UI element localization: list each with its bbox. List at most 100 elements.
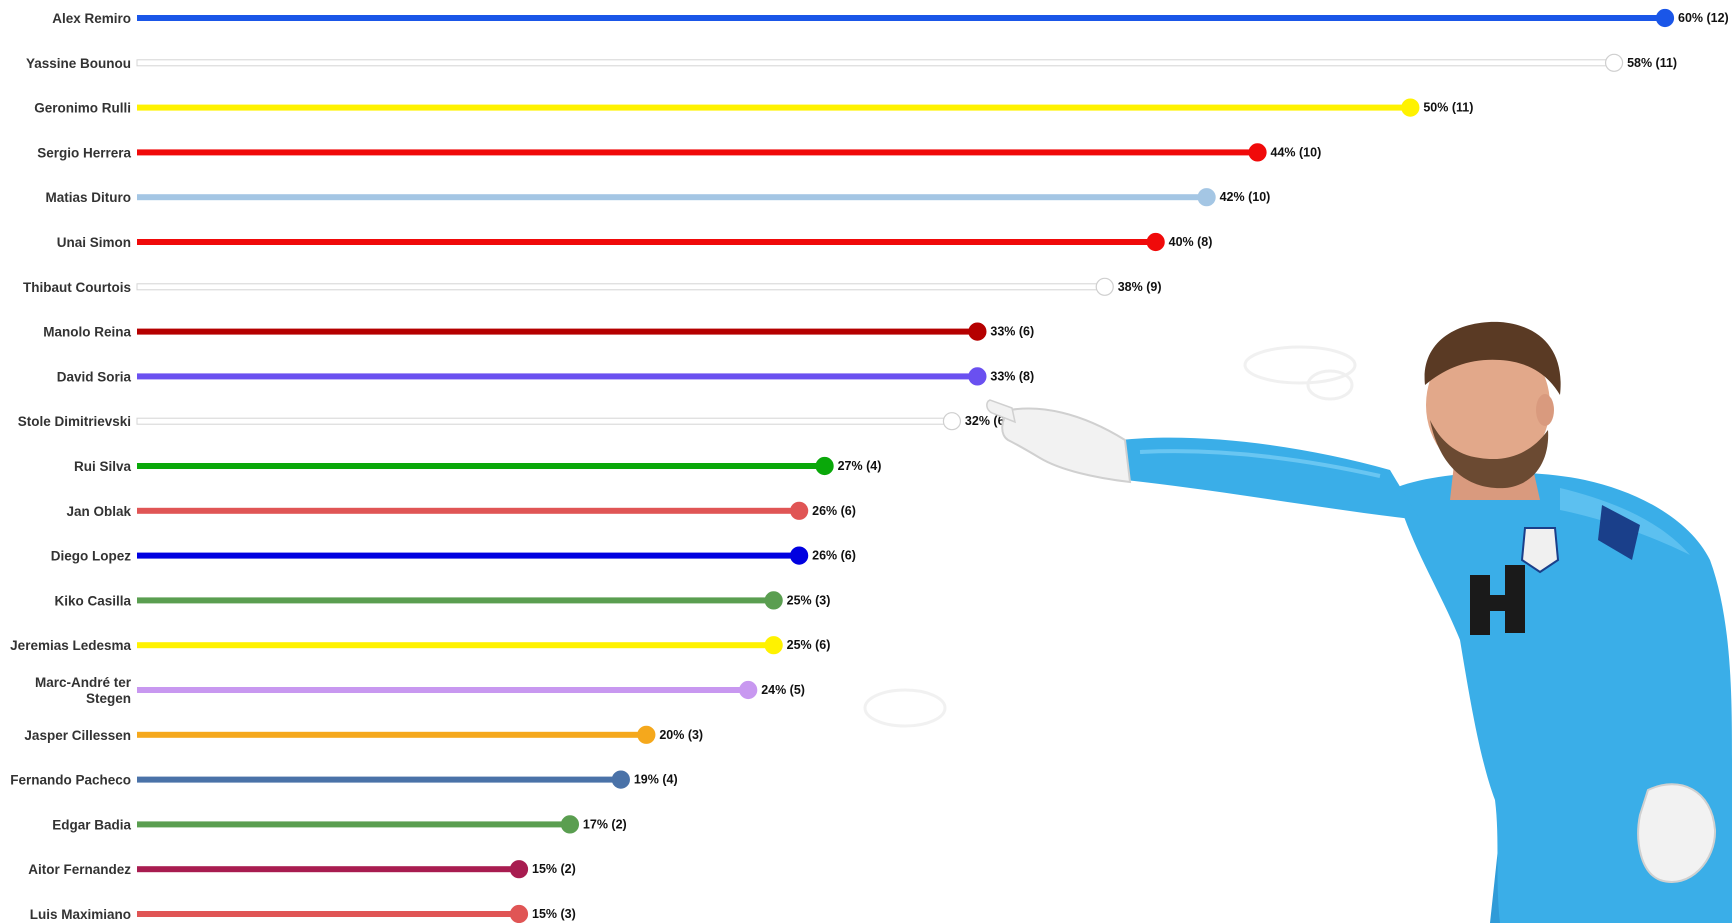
row-jasper-cillessen: Jasper Cillessen 20% (3) [24,725,703,744]
goalkeeper-pointing-photo [863,321,1732,923]
lollipop-stem [137,552,800,559]
lollipop-dot [1095,277,1114,296]
chart-rows: Alex Remiro 60% (12) Yassine Bounou 58% (11… [10,8,1729,923]
category-label: Rui Silva [74,459,132,474]
category-label: Jan Oblak [66,504,131,519]
row-diego-lopez: Diego Lopez 26% (6) [51,546,856,565]
row-aitor-fernandez: Aitor Fernandez 15% (2) [28,860,576,879]
category-label: Jasper Cillessen [24,728,131,743]
lollipop-stem [137,463,825,469]
value-label: 26% (6) [812,549,856,563]
lollipop-stem [137,597,774,604]
category-label: Marc-André ter Stegen [35,675,132,706]
category-label: Diego Lopez [51,549,131,564]
lollipop-stem [137,821,570,828]
category-label: Edgar Badia [52,817,131,832]
value-label: 15% (3) [532,907,576,921]
value-label: 33% (6) [990,325,1034,339]
value-label: 24% (5) [761,683,805,697]
value-label: 33% (8) [990,369,1034,383]
row-jeremias-ledesma: Jeremias Ledesma 25% (6) [10,636,831,655]
lollipop-dot [739,680,758,700]
lollipop-dot [611,770,630,789]
category-label: Aitor Fernandez [28,862,131,877]
value-label: 26% (6) [812,504,856,518]
row-kiko-casilla: Kiko Casilla 25% (3) [54,591,831,610]
category-label: Geronimo Rulli [34,101,131,116]
lollipop-dot [1655,8,1675,28]
lollipop-dot [764,591,783,610]
value-label: 27% (4) [838,459,882,473]
row-thibaut-courtois: Thibaut Courtois 38% (9) [23,277,1162,296]
row-marc-andr-ter-stegen: Marc-André ter Stegen 24% (5) [35,675,805,706]
lollipop-dot [509,904,529,923]
lollipop-stem [137,507,800,514]
lollipop-dot [637,725,656,744]
value-label: 60% (12) [1678,11,1729,25]
row-matias-dituro: Matias Dituro 42% (10) [45,188,1271,207]
lollipop-stem [137,866,519,873]
category-label: Manolo Reina [43,325,131,340]
lollipop-dot [790,546,809,565]
value-label: 50% (11) [1423,101,1473,115]
value-label: 25% (6) [787,638,831,652]
lollipop-dot [968,367,987,386]
lollipop-stem [137,239,1156,245]
lollipop-stem [136,417,953,425]
lollipop-dot [815,456,834,476]
row-edgar-badia: Edgar Badia 17% (2) [52,815,627,834]
row-luis-maximiano: Luis Maximiano 15% (3) [30,904,576,923]
lollipop-dot [560,815,580,834]
row-geronimo-rulli: Geronimo Rulli 50% (11) [34,98,1473,117]
lollipop-stem [137,687,749,693]
category-label: Unai Simon [57,235,131,250]
lollipop-stem [137,911,519,917]
row-sergio-herrera: Sergio Herrera 44% (10) [37,143,1322,162]
value-label: 44% (10) [1271,145,1322,159]
category-label: Fernando Pacheco [10,773,131,788]
lollipop-dot [1248,143,1267,162]
row-rui-silva: Rui Silva 27% (4) [74,456,882,476]
lollipop-dot [968,322,987,341]
lollipop-dot [790,501,809,520]
category-label: Luis Maximiano [30,907,131,922]
row-fernando-pacheco: Fernando Pacheco 19% (4) [10,770,678,789]
value-label: 15% (2) [532,862,576,876]
value-label: 20% (3) [659,728,703,742]
category-label: David Soria [57,369,132,384]
lollipop-stem [137,328,978,335]
category-label: Kiko Casilla [54,593,131,608]
row-yassine-bounou: Yassine Bounou 58% (11) [26,53,1677,72]
lollipop-dot [509,860,529,879]
value-label: 40% (8) [1169,235,1213,249]
value-label: 17% (2) [583,817,627,831]
lollipop-stem [136,283,1106,291]
lollipop-dot [1401,98,1420,117]
category-label: Thibaut Courtois [23,280,131,295]
value-label: 42% (10) [1220,190,1271,204]
row-stole-dimitrievski: Stole Dimitrievski 32% (6) [18,412,1009,431]
lollipop-stem [137,776,621,783]
row-jan-oblak: Jan Oblak 26% (6) [66,501,856,520]
value-label: 25% (3) [787,593,831,607]
category-label: Alex Remiro [52,11,131,26]
lollipop-stem [137,373,978,380]
category-label: Sergio Herrera [37,145,131,160]
lollipop-dot [1197,188,1216,207]
category-label: Yassine Bounou [26,56,131,71]
lollipop-dot [1604,53,1624,72]
lollipop-stem [137,149,1258,156]
lollipop-dot [942,412,962,431]
lollipop-stem [136,59,1615,67]
lollipop-stem [137,15,1665,21]
category-label: Matias Dituro [45,190,131,205]
value-label: 19% (4) [634,773,678,787]
lollipop-stem [137,642,774,649]
row-david-soria: David Soria 33% (8) [57,367,1034,386]
row-unai-simon: Unai Simon 40% (8) [57,232,1213,252]
lollipop-stem [137,104,1411,111]
category-label: Stole Dimitrievski [18,414,131,429]
category-label: Jeremias Ledesma [10,638,131,653]
value-label: 32% (6) [965,414,1009,428]
